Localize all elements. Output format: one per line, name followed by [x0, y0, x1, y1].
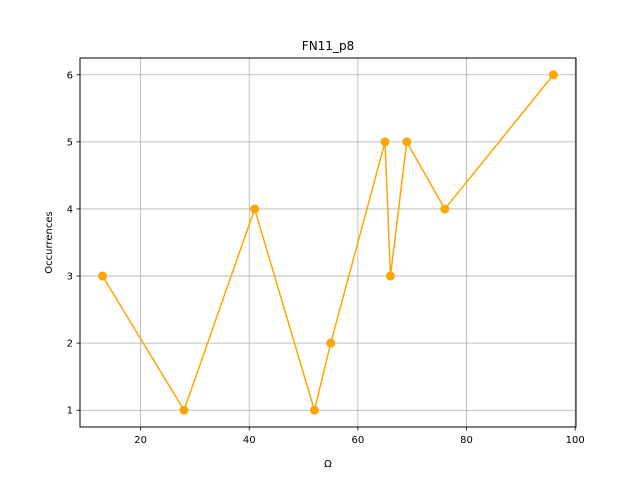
x-tick-label-4: 100: [566, 435, 585, 446]
data-point-9: [548, 70, 558, 80]
plot-frame: [79, 57, 577, 428]
data-point-3: [309, 405, 319, 415]
axis-ticks: 20 40 60 80 100 1 2 3 4 5 6: [67, 70, 585, 446]
data-point-5: [380, 137, 390, 147]
grid-lines: [80, 58, 576, 427]
chart-title: FN11_p8: [302, 39, 354, 53]
x-tick-label-2: 60: [352, 435, 365, 446]
y-tick-label-0: 1: [67, 406, 73, 417]
x-axis-title: Ω: [324, 459, 332, 470]
data-point-7: [402, 137, 412, 147]
y-axis-title: Occurrences: [44, 211, 55, 273]
y-tick-label-2: 3: [67, 272, 73, 283]
data-point-1: [179, 405, 189, 415]
data-point-0: [98, 271, 108, 281]
y-tick-label-1: 2: [67, 339, 73, 350]
y-tick-label-3: 4: [67, 204, 73, 215]
data-point-8: [440, 204, 450, 214]
data-point-6: [385, 271, 395, 281]
x-tick-label-0: 20: [134, 435, 147, 446]
data-series: [98, 70, 558, 415]
data-point-4: [326, 338, 336, 348]
x-tick-label-3: 80: [460, 435, 473, 446]
x-tick-label-1: 40: [243, 435, 256, 446]
data-point-2: [250, 204, 260, 214]
y-tick-label-5: 6: [67, 70, 73, 81]
y-tick-label-4: 5: [67, 137, 73, 148]
series-line-0: [101, 74, 555, 411]
